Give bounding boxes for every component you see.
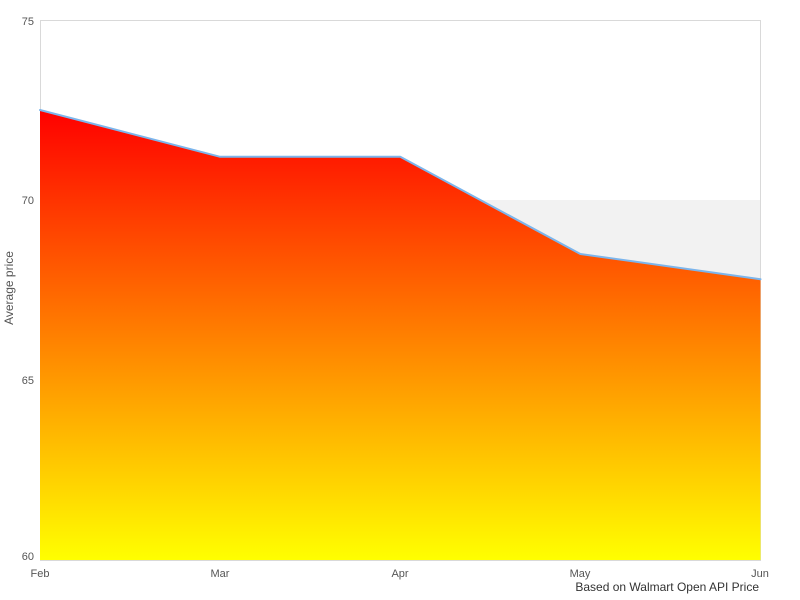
x-axis-labels: Feb Mar Apr May Jun xyxy=(31,568,769,580)
y-tick-label: 75 xyxy=(22,16,34,28)
y-tick-label: 60 xyxy=(22,551,34,563)
x-tick-label: Mar xyxy=(211,568,230,580)
series-line xyxy=(39,109,762,281)
y-axis-title: Average price xyxy=(2,251,16,325)
y-axis-labels: 75 70 65 60 xyxy=(22,16,34,563)
x-tick-label: Feb xyxy=(31,568,50,580)
y-tick-label: 65 xyxy=(22,375,34,387)
x-tick-label: May xyxy=(570,568,591,580)
y-tick-label: 70 xyxy=(22,195,34,207)
x-tick-label: Apr xyxy=(391,568,408,580)
x-tick-label: Jun xyxy=(751,568,769,580)
chart-caption: Based on Walmart Open API Price xyxy=(575,580,759,594)
area-series-fill xyxy=(40,110,761,560)
